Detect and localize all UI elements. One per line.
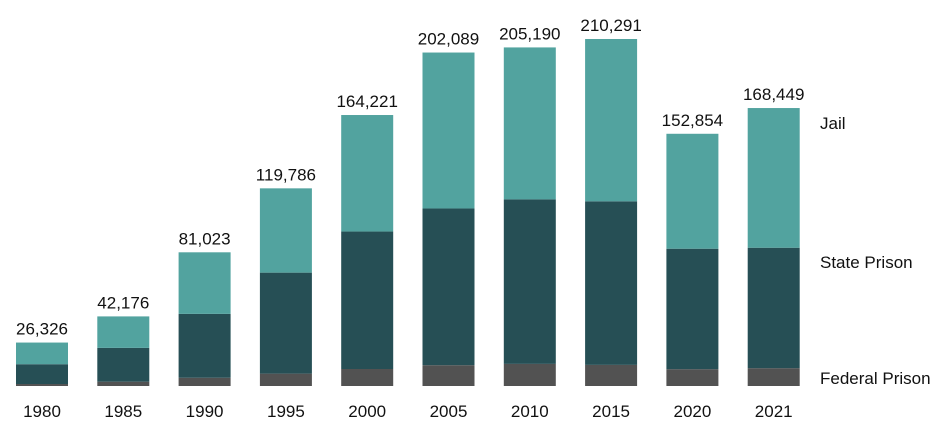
x-tick-label-1990: 1990 xyxy=(186,402,224,421)
bar-segment-federal-prison-2005 xyxy=(422,365,475,386)
x-tick-label-2021: 2021 xyxy=(755,402,793,421)
bar-segment-federal-prison-1980 xyxy=(16,384,68,386)
total-label-2000: 164,221 xyxy=(336,92,397,111)
bar-segment-jail-2020 xyxy=(666,133,719,249)
bar-segment-federal-prison-2015 xyxy=(585,364,638,386)
total-label-1980: 26,326 xyxy=(16,320,68,339)
legend-label-federal-prison: Federal Prison xyxy=(820,369,931,388)
x-tick-label-2020: 2020 xyxy=(673,402,711,421)
bar-segment-state-prison-1990 xyxy=(178,313,231,378)
bar-segment-jail-2005 xyxy=(422,52,475,209)
bar-segment-state-prison-2021 xyxy=(747,247,800,369)
total-label-1985: 42,176 xyxy=(97,293,149,312)
x-tick-label-1980: 1980 xyxy=(23,402,61,421)
total-label-2021: 168,449 xyxy=(743,85,804,104)
bar-segment-state-prison-2015 xyxy=(585,201,638,365)
bar-segment-jail-1985 xyxy=(97,316,150,348)
x-tick-label-2005: 2005 xyxy=(430,402,468,421)
bar-segment-state-prison-1980 xyxy=(16,364,68,385)
bar-segment-federal-prison-1990 xyxy=(178,377,231,386)
bar-segment-federal-prison-1985 xyxy=(97,381,150,386)
bar-segment-federal-prison-2021 xyxy=(747,368,800,386)
bar-segment-federal-prison-1995 xyxy=(259,373,312,386)
bar-segment-federal-prison-2000 xyxy=(341,369,394,386)
bar-segment-state-prison-1995 xyxy=(259,272,312,374)
bar-segment-state-prison-2020 xyxy=(666,248,719,370)
bar-segment-state-prison-2000 xyxy=(341,231,394,370)
x-tick-label-2010: 2010 xyxy=(511,402,549,421)
x-tick-label-2015: 2015 xyxy=(592,402,630,421)
bar-segment-state-prison-2010 xyxy=(503,199,556,364)
bar-segment-jail-2010 xyxy=(503,47,556,200)
total-label-2015: 210,291 xyxy=(580,16,641,35)
x-tick-label-2000: 2000 xyxy=(348,402,386,421)
x-tick-label-1985: 1985 xyxy=(104,402,142,421)
legend-label-jail: Jail xyxy=(820,114,846,133)
x-tick-label-1995: 1995 xyxy=(267,402,305,421)
bar-segment-jail-2021 xyxy=(747,108,800,248)
bar-segment-jail-1995 xyxy=(259,188,312,273)
total-label-2010: 205,190 xyxy=(499,24,560,43)
total-label-1990: 81,023 xyxy=(179,229,231,248)
bar-segment-state-prison-2005 xyxy=(422,208,475,366)
bar-segment-jail-2000 xyxy=(341,115,394,232)
legend-label-state-prison: State Prison xyxy=(820,253,913,272)
bar-segment-jail-1980 xyxy=(16,342,68,365)
bar-segment-jail-1990 xyxy=(178,252,231,314)
bar-segment-jail-2015 xyxy=(585,39,638,202)
bar-segment-federal-prison-2020 xyxy=(666,369,719,386)
total-label-2020: 152,854 xyxy=(662,111,723,130)
bar-segment-federal-prison-2010 xyxy=(503,363,556,386)
bar-segment-state-prison-1985 xyxy=(97,347,150,382)
total-label-1995: 119,786 xyxy=(256,165,316,184)
total-label-2005: 202,089 xyxy=(418,30,479,49)
